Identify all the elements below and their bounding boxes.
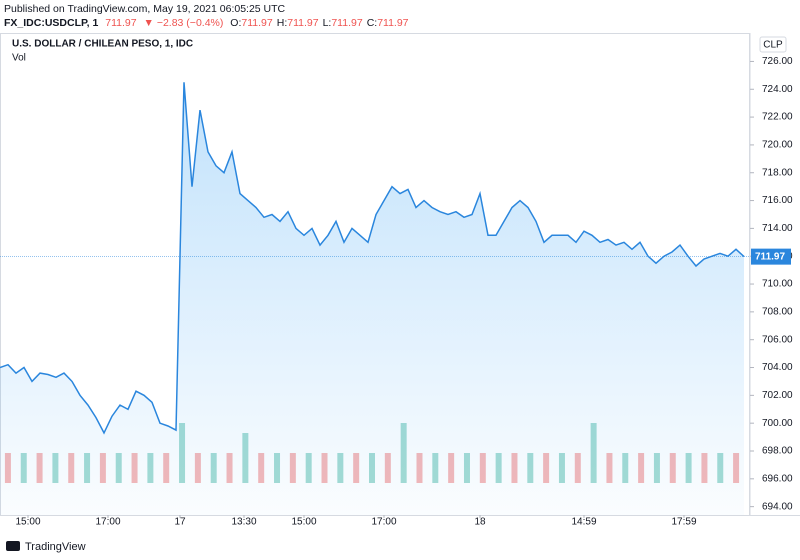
- plot-layer: [0, 82, 750, 516]
- y-tick-label: 716.00: [762, 195, 793, 206]
- chart-title: U.S. DOLLAR / CHILEAN PESO, 1, IDC: [12, 39, 193, 50]
- y-tick-label: 724.00: [762, 84, 793, 95]
- currency-badge[interactable]: [759, 36, 787, 53]
- last-price: 711.97: [105, 17, 137, 29]
- last-price-badge: [751, 248, 791, 265]
- volume-label: Vol: [12, 53, 26, 64]
- x-tick-label: 15:00: [15, 517, 40, 528]
- y-tick-label: 706.00: [762, 334, 793, 345]
- logo-icon: [6, 541, 20, 551]
- header: Published on TradingView.com, May 19, 20…: [4, 2, 417, 30]
- ohlc-value: 711.97: [331, 17, 363, 29]
- y-tick-label: 714.00: [762, 223, 793, 234]
- y-tick-label: 704.00: [762, 362, 793, 373]
- ohlc-key: O:: [230, 17, 242, 29]
- x-tick-label: 17: [174, 517, 186, 528]
- x-tick-label: 18: [474, 517, 486, 528]
- ohlc: O:711.97 H:711.97 L:711.97 C:711.97: [230, 17, 412, 29]
- ohlc-key: C:: [366, 17, 378, 29]
- x-tick-label: 14:59: [571, 517, 596, 528]
- ohlc-value: 711.97: [377, 17, 409, 29]
- ohlc-key: H:: [276, 17, 288, 29]
- ohlc-key: L:: [322, 17, 332, 29]
- y-tick-label: 702.00: [762, 390, 793, 401]
- x-tick-label: 13:30: [231, 517, 256, 528]
- x-tick-label: 17:00: [371, 517, 396, 528]
- ohlc-value: 711.97: [287, 17, 319, 29]
- last-price-label: 711.97: [755, 251, 785, 262]
- x-tick-label: 17:59: [671, 517, 696, 528]
- y-tick-label: 722.00: [762, 112, 793, 123]
- logo-text: TradingView: [25, 541, 86, 553]
- price-change: ▼ −2.83 (−0.4%): [143, 17, 224, 29]
- y-tick-label: 726.00: [762, 56, 793, 67]
- y-tick-label: 694.00: [762, 501, 793, 512]
- symbol-line: FX_IDC:USDCLP, 1 711.97 ▼ −2.83 (−0.4%) …: [4, 16, 417, 30]
- published-line: Published on TradingView.com, May 19, 20…: [4, 3, 286, 15]
- symbol: FX_IDC:USDCLP, 1: [4, 17, 99, 29]
- y-tick-label: 700.00: [762, 418, 793, 429]
- price-line: [0, 82, 745, 435]
- y-tick-label: 718.00: [762, 167, 793, 178]
- y-tick-label: 696.00: [762, 473, 793, 484]
- y-tick-label: 710.00: [762, 279, 793, 290]
- x-tick-label: 17:00: [95, 517, 120, 528]
- x-tick-label: 15:00: [291, 517, 316, 528]
- area-fill: [0, 82, 744, 516]
- y-tick-label: 698.00: [762, 446, 793, 457]
- ohlc-value: 711.97: [241, 17, 273, 29]
- currency: CLP: [763, 40, 783, 51]
- y-tick-label: 720.00: [762, 140, 793, 151]
- tradingview-logo[interactable]: TradingView: [6, 541, 86, 553]
- y-tick-label: 708.00: [762, 307, 793, 318]
